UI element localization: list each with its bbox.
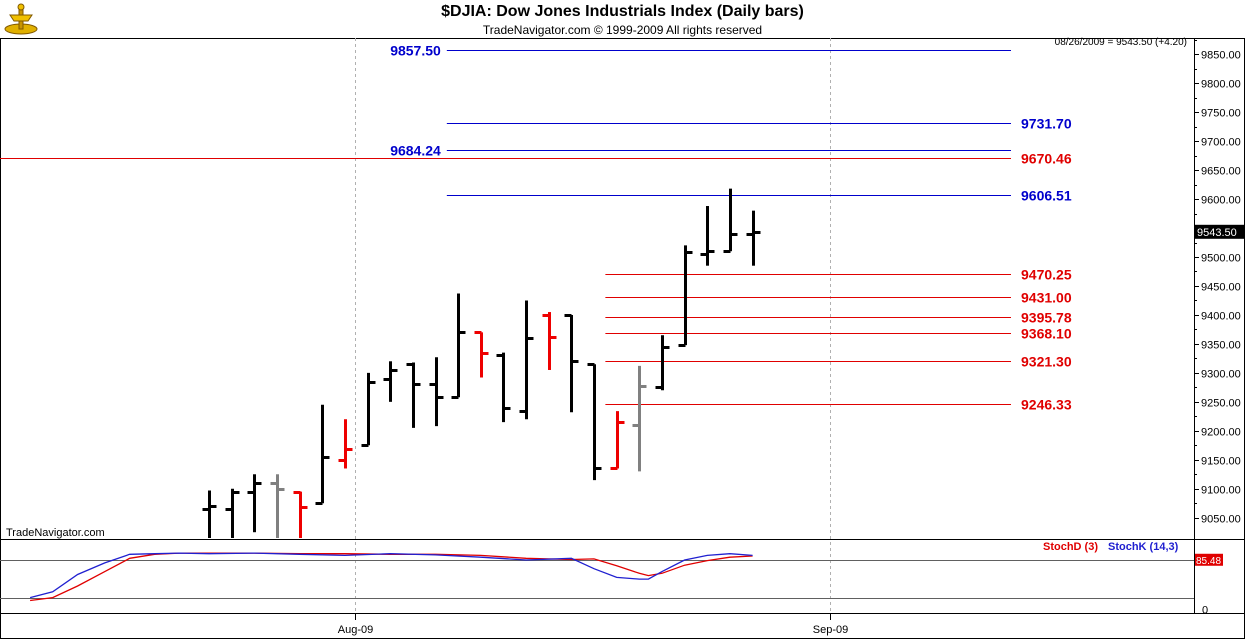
ohlc-bar [202, 490, 217, 538]
price-tick-label: 9400.00 [1201, 311, 1241, 323]
stoch-legend-d: StochD (3) [1043, 541, 1098, 553]
ohlc-bar [519, 300, 534, 420]
price-tick-label: 9250.00 [1201, 398, 1241, 410]
ohlc-bar [338, 419, 353, 469]
ohlc-bar [678, 245, 693, 347]
ohlc-bar [700, 206, 715, 266]
ohlc-bar [610, 411, 625, 470]
ohlc-bar [564, 314, 579, 413]
price-tick-label: 9200.00 [1201, 427, 1241, 439]
ohlc-bar [406, 362, 421, 428]
price-tick-label: 9500.00 [1201, 253, 1241, 265]
watermark-text: TradeNavigator.com [6, 527, 105, 539]
level-label: 9431.00 [1021, 290, 1072, 306]
last-price-tag [1195, 224, 1245, 239]
chart-title: $DJIA: Dow Jones Industrials Index (Dail… [441, 3, 804, 20]
price-tick-label: 9100.00 [1201, 485, 1241, 497]
ohlc-bar [293, 491, 308, 538]
price-tick-label: 9800.00 [1201, 79, 1241, 91]
level-label: 9606.51 [1021, 188, 1072, 204]
level-label: 9321.30 [1021, 354, 1072, 370]
price-tick-label: 9450.00 [1201, 282, 1241, 294]
ohlc-bar [270, 474, 285, 538]
level-label: 9731.70 [1021, 116, 1072, 132]
level-label: 9395.78 [1021, 310, 1072, 326]
stoch-last-tag [1195, 553, 1223, 566]
price-tick-label: 9750.00 [1201, 108, 1241, 120]
ohlc-bar [542, 312, 557, 370]
time-axis-label: Aug-09 [338, 624, 373, 636]
price-tick-label: 9650.00 [1201, 166, 1241, 178]
ohlc-bar [315, 404, 330, 505]
ohlc-bar [632, 365, 647, 472]
ohlc-bar [361, 372, 376, 447]
level-label: 9470.25 [1021, 267, 1072, 283]
stoch-series-line [29, 552, 753, 599]
ohlc-bar [587, 363, 602, 481]
last-quote-readout: 08/26/2009 = 9543.50 (+4.20) [1054, 37, 1187, 48]
stoch-last-label: 85.48 [1196, 556, 1221, 567]
time-axis-label: Sep-09 [813, 624, 848, 636]
price-tick-label: 9850.00 [1201, 50, 1241, 62]
price-tick-label: 9350.00 [1201, 340, 1241, 352]
stoch-tick-label: 0 [1202, 605, 1208, 617]
ohlc-bar [474, 331, 489, 378]
last-price-label: 9543.50 [1197, 227, 1237, 239]
ohlc-bar [383, 361, 398, 402]
price-tick-label: 9600.00 [1201, 195, 1241, 207]
level-label: 9368.10 [1021, 326, 1072, 342]
level-label: 9857.50 [390, 43, 441, 59]
ohlc-bars [202, 188, 761, 538]
ohlc-bar [746, 210, 761, 266]
stoch-legend-k: StochK (14,3) [1108, 541, 1179, 553]
price-tick-label: 9150.00 [1201, 456, 1241, 468]
chart-subtitle: TradeNavigator.com © 1999-2009 All right… [482, 23, 763, 37]
tradenavigator-logo-icon [4, 3, 38, 35]
ohlc-bar [723, 188, 738, 253]
price-tick-label: 9050.00 [1201, 514, 1241, 526]
price-tick-label: 9700.00 [1201, 137, 1241, 149]
level-label: 9684.24 [390, 143, 441, 159]
level-label: 9246.33 [1021, 397, 1072, 413]
level-label: 9670.46 [1021, 151, 1072, 167]
ohlc-bar [225, 488, 240, 538]
ohlc-bar [496, 352, 511, 423]
ohlc-bar [429, 357, 444, 427]
ohlc-bar [247, 474, 262, 533]
price-tick-label: 9300.00 [1201, 369, 1241, 381]
ohlc-bar [655, 335, 670, 391]
ohlc-bar [451, 293, 466, 399]
